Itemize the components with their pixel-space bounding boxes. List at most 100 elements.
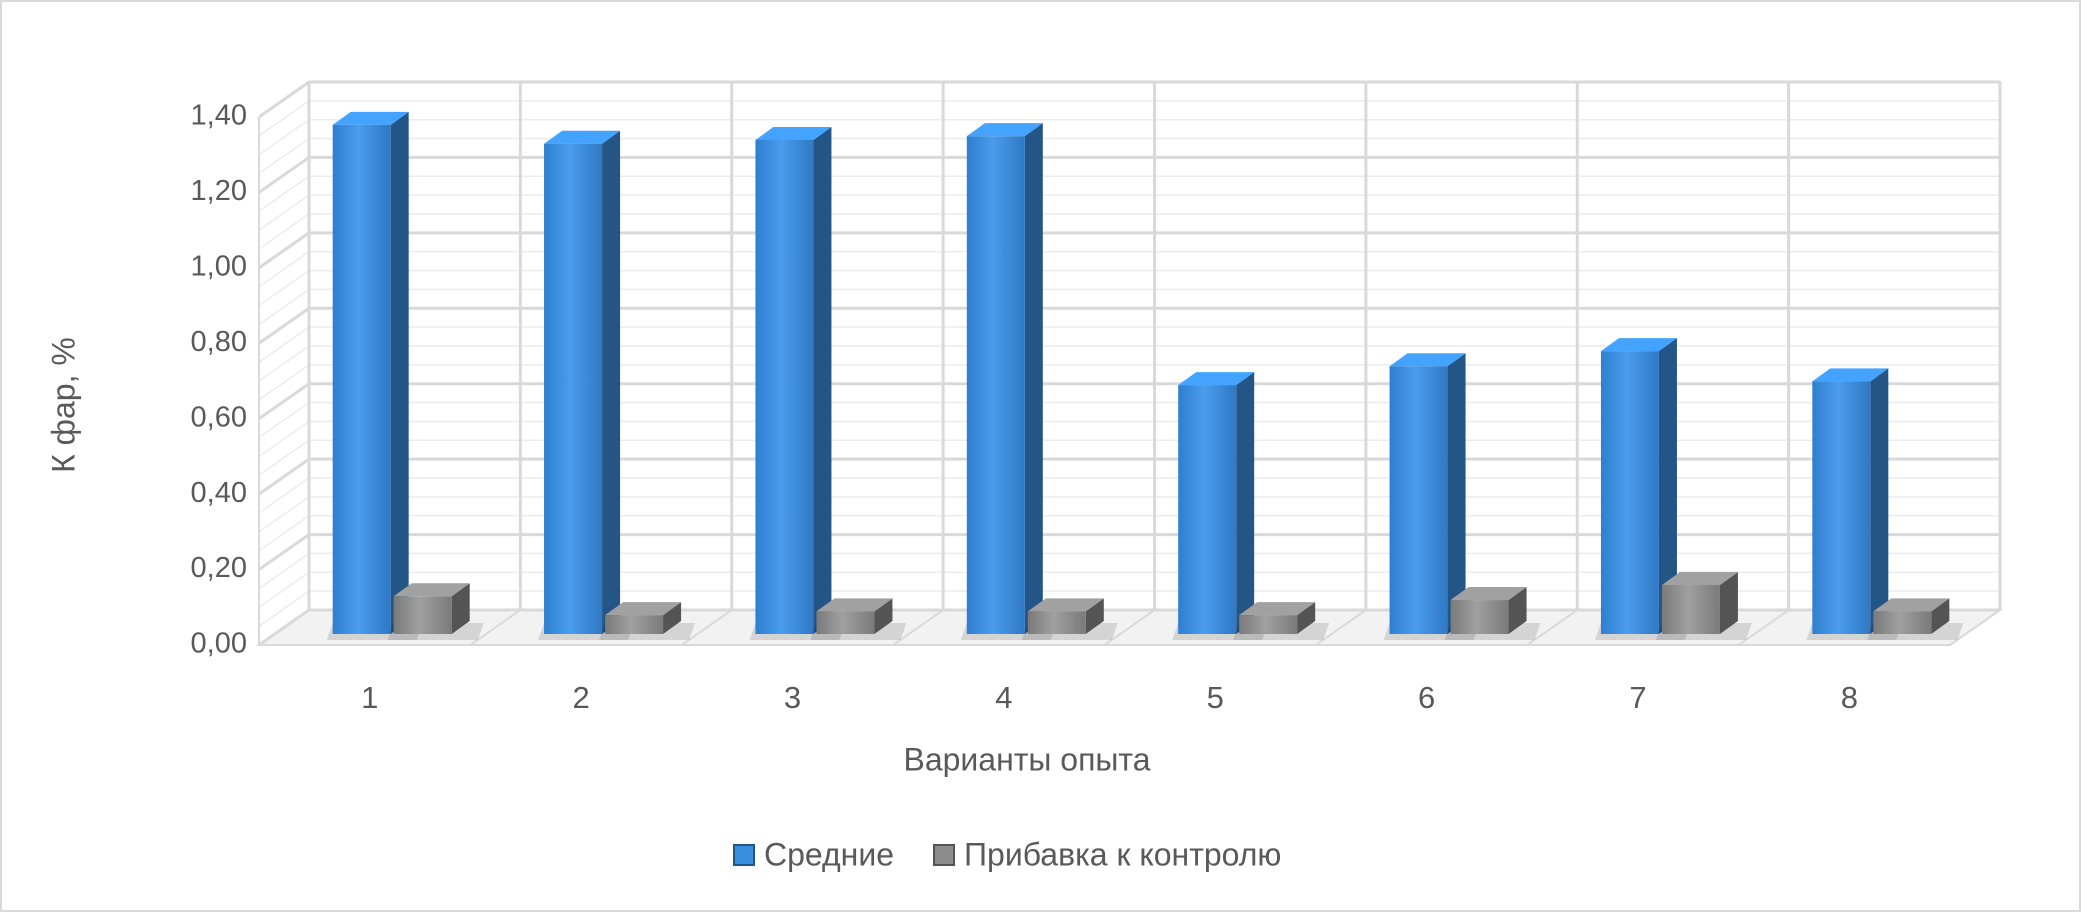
minor-side-grid-line: [258, 590, 310, 627]
bar-front: [1661, 584, 1720, 634]
bar-top: [544, 130, 621, 144]
bar-side: [1658, 338, 1677, 634]
bar-front: [1239, 615, 1298, 634]
side-grid-line: [258, 307, 310, 345]
bar-top: [1239, 602, 1316, 616]
x-tick-label: 8: [1841, 680, 1858, 715]
legend-marker: [933, 844, 956, 866]
legend-label: Средние: [764, 836, 894, 872]
bar: [1233, 602, 1330, 640]
minor-side-grid-line: [258, 326, 310, 363]
bar: [387, 583, 484, 640]
bar: [1021, 598, 1118, 640]
bar: [326, 111, 423, 640]
minor-side-grid-line: [258, 401, 310, 439]
minor-side-grid-line: [258, 439, 310, 476]
x-tick-label: 4: [995, 680, 1012, 715]
minor-side-grid-line: [258, 100, 310, 137]
bar-front: [1027, 611, 1086, 634]
minor-side-grid-line: [258, 477, 310, 514]
x-axis-title: Варианты опыта: [903, 741, 1150, 777]
bar-front: [816, 611, 875, 634]
bar-top: [1661, 571, 1738, 585]
bar-front: [605, 615, 664, 634]
floor-divider: [681, 609, 733, 646]
bar-side: [390, 111, 409, 635]
minor-side-grid-line: [258, 420, 310, 458]
floor-divider: [258, 609, 310, 646]
bar: [1594, 338, 1691, 640]
bar-side: [1931, 598, 1950, 634]
bar: [1655, 571, 1752, 640]
bar: [810, 598, 907, 640]
bar-front: [1389, 366, 1448, 634]
side-grid-line: [258, 156, 310, 194]
bar-side: [1085, 598, 1104, 634]
minor-side-grid-line: [258, 552, 310, 590]
bar-top: [605, 602, 682, 616]
bar-side: [1870, 368, 1889, 634]
bar-front: [755, 139, 814, 634]
y-tick-label: 1,40: [191, 100, 247, 132]
bar: [1383, 353, 1480, 640]
bar: [1806, 368, 1903, 640]
y-tick-label: 0,80: [191, 326, 247, 358]
y-tick-label: 0,20: [191, 552, 247, 584]
bar-top: [755, 126, 832, 140]
bar-side: [1024, 123, 1043, 635]
bar: [1172, 372, 1269, 640]
minor-side-grid-line: [258, 515, 310, 552]
bar-front: [1600, 351, 1659, 634]
x-tick-label: 1: [361, 680, 378, 715]
bar-side: [874, 598, 893, 634]
y-tick-label: 0,60: [191, 401, 247, 433]
y-tick-label: 1,00: [191, 251, 247, 283]
bar-side: [1508, 587, 1527, 634]
y-tick-label: 0,00: [191, 628, 247, 660]
bar-side: [1719, 571, 1738, 634]
y-tick-label: 0,40: [191, 477, 247, 509]
floor-divider: [1526, 609, 1578, 646]
minor-side-grid-line: [258, 496, 310, 533]
bar: [960, 123, 1057, 640]
bar-side: [1236, 372, 1255, 634]
floor-divider: [469, 609, 521, 646]
x-tick-label: 5: [1207, 680, 1224, 715]
bar-top: [1389, 353, 1466, 367]
bar-front: [1812, 381, 1871, 634]
minor-side-grid-line: [258, 269, 310, 307]
x-tick-label: 3: [784, 680, 801, 715]
side-grid-line: [258, 533, 310, 571]
bar: [1867, 598, 1964, 640]
bar-front: [1178, 385, 1237, 634]
bar-front: [332, 124, 391, 634]
legend-marker: [733, 844, 755, 866]
bar: [538, 130, 635, 640]
bar-front: [1873, 611, 1932, 634]
side-grid-line: [258, 457, 310, 496]
legend-label: Прибавка к контролю: [964, 836, 1281, 872]
minor-side-grid-line: [258, 194, 310, 231]
y-tick-label: 1,20: [191, 175, 247, 207]
bar-front: [966, 136, 1025, 634]
bar-top: [816, 598, 893, 612]
side-grid-line: [258, 80, 310, 119]
bar-side: [813, 126, 832, 634]
minor-side-grid-line: [258, 251, 310, 288]
floor-divider: [1738, 609, 1790, 646]
floor-divider: [1315, 609, 1367, 646]
bar-top: [1812, 368, 1889, 382]
minor-side-grid-line: [258, 345, 310, 382]
bar-side: [1297, 602, 1316, 634]
x-tick-label: 6: [1418, 680, 1435, 715]
bar-top: [1873, 598, 1950, 612]
bar-top: [966, 123, 1043, 137]
bar-top: [1450, 587, 1527, 601]
bar-front: [544, 143, 603, 634]
bar: [749, 126, 846, 640]
bar-front: [1450, 600, 1509, 634]
minor-side-grid-line: [258, 213, 310, 250]
minor-side-grid-line: [258, 119, 310, 156]
bar-top: [1027, 598, 1104, 612]
